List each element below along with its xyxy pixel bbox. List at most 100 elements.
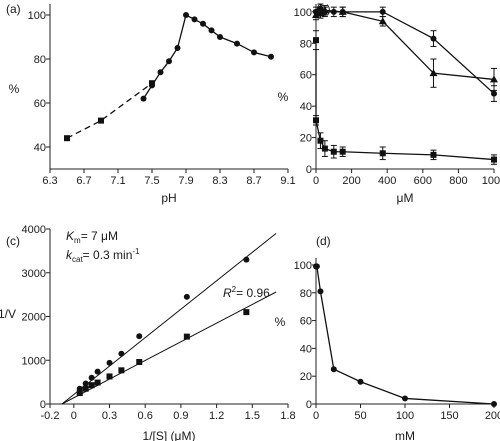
data-point: [217, 34, 223, 40]
r2-symbol: R: [223, 286, 232, 300]
x-tick-label: 6.3: [42, 175, 57, 187]
x-tick-label: 6.7: [76, 175, 91, 187]
km-symbol: K: [66, 229, 75, 243]
panel-label: (a): [6, 2, 21, 16]
x-tick-label: 1.5: [245, 410, 260, 422]
data-point: [140, 95, 147, 102]
y-axis-label: %: [9, 82, 20, 96]
data-point: [88, 382, 95, 389]
data-point: [64, 135, 70, 142]
y-tick-label: 0: [40, 399, 46, 411]
x-tick-label: 0: [313, 410, 319, 422]
series-1: [313, 263, 497, 407]
y-tick-label: 100: [294, 260, 312, 272]
x-tick-label: 1000: [482, 175, 500, 187]
y-tick-label: 20: [300, 371, 312, 383]
x-axis-label: μM: [397, 191, 414, 205]
x-tick-label: 50: [354, 410, 366, 422]
data-point: [94, 379, 101, 386]
y-axis-label: %: [278, 90, 289, 104]
panel-label: (d): [316, 234, 331, 248]
data-point: [330, 366, 337, 373]
data-point: [313, 117, 319, 124]
x-tick-label: 1.2: [209, 410, 224, 422]
y-tick-label: 1000: [22, 355, 46, 367]
x-tick-label: 200: [342, 175, 360, 187]
series-2: [61, 291, 277, 405]
y-tick-label: 80: [300, 38, 312, 50]
data-point: [321, 145, 328, 152]
data-point: [491, 156, 497, 163]
data-point: [268, 53, 274, 60]
panel-a: (a) 6.3 6.7 7.1 7.5 7.9 8.3 8.7 9.1 40 60 80 100 pH%: [6, 2, 296, 205]
data-point: [76, 390, 83, 397]
y-tick-label: 40: [34, 142, 46, 154]
data-point: [98, 117, 104, 124]
data-point: [118, 350, 125, 357]
y-tick-label: 100: [294, 7, 312, 19]
fit-line: [61, 232, 277, 405]
x-tick-label: 7.5: [144, 175, 159, 187]
data-point: [429, 69, 438, 77]
data-point: [317, 137, 324, 144]
y-tick-label: 100: [28, 10, 46, 22]
data-point: [136, 333, 143, 340]
data-point: [379, 8, 386, 15]
x-tick-label: 800: [449, 175, 467, 187]
y-tick-label: 60: [34, 98, 46, 110]
data-point: [191, 16, 198, 23]
data-point: [136, 359, 143, 365]
x-tick-label: 100: [396, 410, 414, 422]
data-point: [378, 17, 387, 25]
r2-value: = 0.96: [236, 286, 270, 300]
kcat-exponent: -1: [132, 247, 140, 256]
data-point: [338, 7, 347, 15]
km-subscript: m: [74, 236, 81, 245]
km-annotation: Km= 7 μM: [66, 229, 118, 245]
data-point: [402, 395, 408, 402]
panel-label: (c): [6, 234, 20, 248]
data-point: [94, 368, 101, 375]
data-point: [243, 309, 250, 316]
series-line: [315, 7, 495, 95]
data-point: [330, 148, 337, 155]
y-tick-label: 40: [300, 101, 312, 113]
y-tick-label: 4000: [22, 224, 46, 236]
x-axis-label: 1/[S] (μM): [143, 429, 196, 441]
data-point: [234, 40, 240, 47]
series-line: [142, 14, 272, 99]
data-point: [183, 333, 190, 340]
data-point: [106, 359, 113, 366]
data-point: [208, 27, 215, 34]
series-line: [66, 82, 153, 139]
y-tick-label: 20: [300, 133, 312, 145]
data-point: [149, 82, 155, 89]
y-tick-label: 3000: [22, 268, 46, 280]
x-tick-label: -0.2: [41, 410, 60, 422]
x-tick-label: 0.9: [173, 410, 188, 422]
x-axis-label: mM: [395, 429, 415, 441]
y-tick-label: 80: [34, 54, 46, 66]
kcat-annotation: kcat= 0.3 min-1: [66, 247, 140, 264]
data-point: [357, 378, 364, 385]
x-tick-label: 9.1: [280, 175, 295, 187]
x-tick-label: 200: [485, 410, 500, 422]
data-point: [313, 37, 319, 44]
x-tick-label: 0.3: [102, 410, 117, 422]
data-point: [339, 148, 346, 155]
kcat-subscript: cat: [72, 255, 83, 264]
data-point: [491, 90, 497, 97]
data-point: [82, 380, 89, 387]
series-2: [312, 5, 498, 91]
kcat-symbol: k: [66, 248, 73, 262]
x-tick-label: 150: [440, 410, 458, 422]
x-tick-label: 0.6: [138, 410, 153, 422]
data-point: [379, 150, 386, 157]
x-tick-label: 400: [378, 175, 396, 187]
series-1: [64, 80, 155, 142]
series-3: [313, 30, 497, 165]
y-tick-label: 0: [306, 399, 312, 411]
series-1: [313, 3, 497, 102]
x-tick-label: 7.9: [178, 175, 193, 187]
